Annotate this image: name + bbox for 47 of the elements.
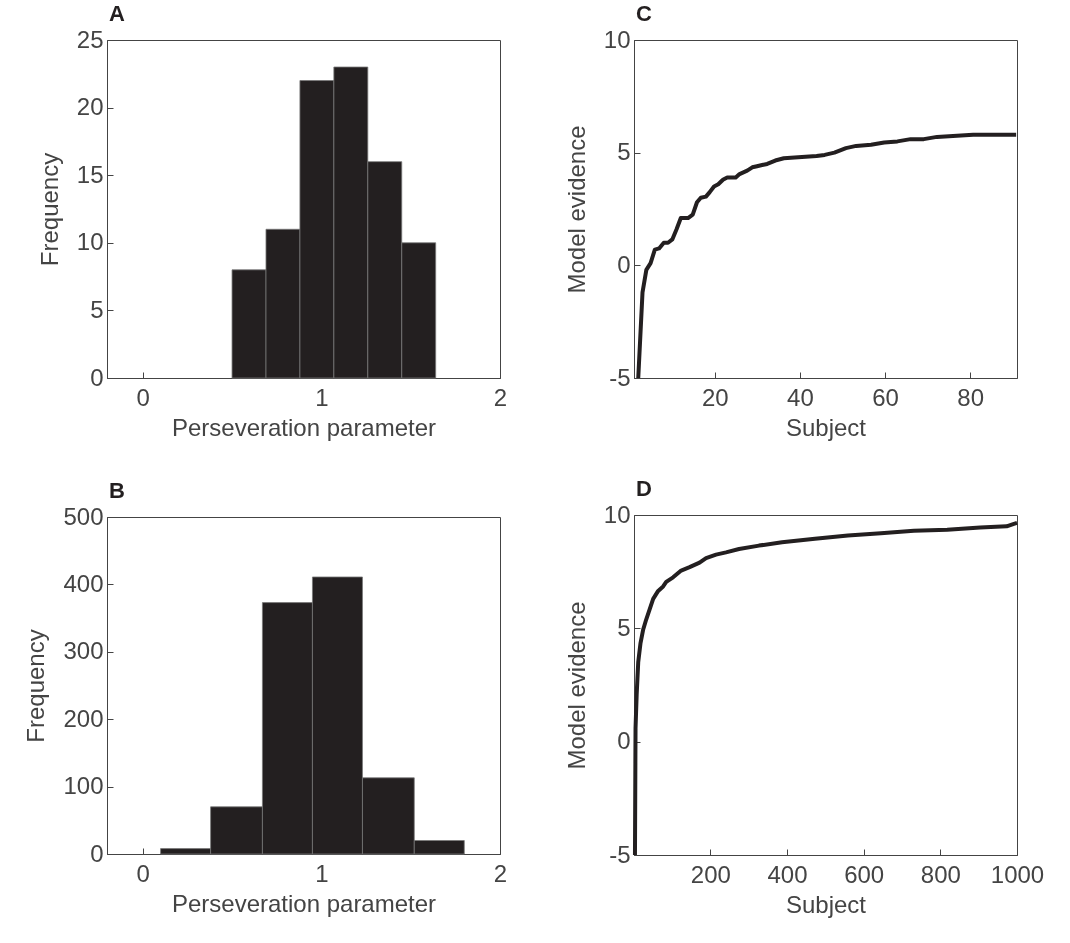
- x-tick-label: 60: [872, 383, 899, 411]
- x-tick-label: 0: [136, 383, 150, 411]
- y-tick-label: 300: [63, 637, 104, 665]
- x-axis-title: Subject: [785, 890, 867, 918]
- y-tick-label: 10: [603, 500, 631, 528]
- y-axis-title: Model evidence: [562, 601, 590, 770]
- y-tick-label: 25: [76, 25, 104, 53]
- x-tick-label: 1: [315, 383, 329, 411]
- x-tick-label: 200: [690, 860, 731, 888]
- y-tick-label: 400: [63, 569, 104, 597]
- x-tick-label: 20: [702, 383, 729, 411]
- y-tick-label: 0: [617, 250, 631, 278]
- y-tick-label: 15: [76, 160, 104, 188]
- y-tick-label: 20: [76, 93, 104, 121]
- y-tick-label: 0: [90, 363, 104, 391]
- x-tick-label: 1: [315, 859, 329, 887]
- x-tick-label: 800: [920, 860, 961, 888]
- y-tick-label: 0: [90, 839, 104, 867]
- x-tick-label: 0: [136, 859, 150, 887]
- y-tick-label: 10: [603, 25, 631, 53]
- chart-title: A: [109, 1, 125, 26]
- y-axis-title: Frequency: [35, 152, 63, 267]
- x-tick-label: 2: [493, 859, 508, 887]
- x-axis-title: Perseveration parameter: [171, 889, 437, 917]
- y-axis-title: Model evidence: [562, 125, 590, 294]
- x-tick-label: 400: [767, 860, 808, 888]
- chart-title: D: [636, 476, 652, 501]
- x-tick-label: 2: [493, 383, 508, 411]
- y-tick-label: 10: [76, 228, 104, 256]
- y-tick-label: 0: [617, 727, 631, 755]
- y-tick-label: -5: [609, 840, 631, 868]
- y-tick-label: 5: [617, 613, 631, 641]
- y-tick-label: 500: [63, 502, 104, 530]
- x-axis-title: Subject: [785, 413, 867, 441]
- chart-title: C: [636, 1, 652, 26]
- x-tick-label: 80: [957, 383, 985, 411]
- x-tick-label: 40: [787, 383, 814, 411]
- y-axis-title: Frequency: [22, 629, 50, 743]
- x-axis-title: Perseveration parameter: [171, 413, 437, 441]
- y-tick-label: 5: [617, 138, 631, 166]
- y-tick-label: -5: [609, 363, 631, 391]
- y-tick-label: 200: [63, 704, 104, 732]
- x-tick-label: 1000: [990, 860, 1045, 888]
- y-tick-label: 100: [63, 772, 104, 800]
- chart-title: B: [109, 478, 125, 503]
- x-tick-label: 600: [844, 860, 885, 888]
- y-tick-label: 5: [90, 295, 104, 323]
